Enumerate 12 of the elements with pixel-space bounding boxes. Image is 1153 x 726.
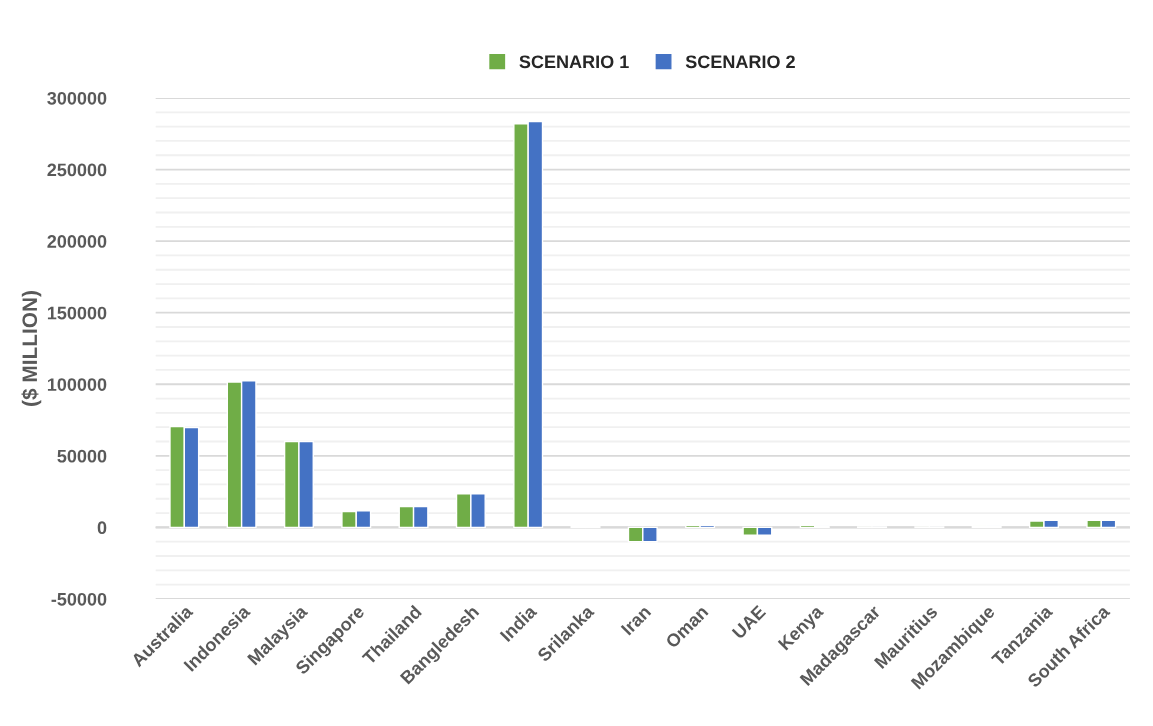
- y-tick-label: 150000: [47, 306, 107, 320]
- y-tick-label: 300000: [47, 91, 107, 105]
- y-axis-title: ($ MILLION): [21, 291, 42, 406]
- y-tick-label: -50000: [51, 592, 107, 606]
- y-tick-label: 0: [97, 521, 107, 535]
- y-tick-label: 250000: [47, 163, 107, 177]
- y-tick-label: 100000: [47, 378, 107, 391]
- legend-label: SCENARIO 2: [685, 55, 795, 69]
- legend-label: SCENARIO 1: [519, 55, 629, 69]
- y-tick-label: 50000: [57, 449, 107, 463]
- x-tick-label: Iran: [620, 605, 652, 636]
- y-tick-label: 200000: [47, 235, 107, 248]
